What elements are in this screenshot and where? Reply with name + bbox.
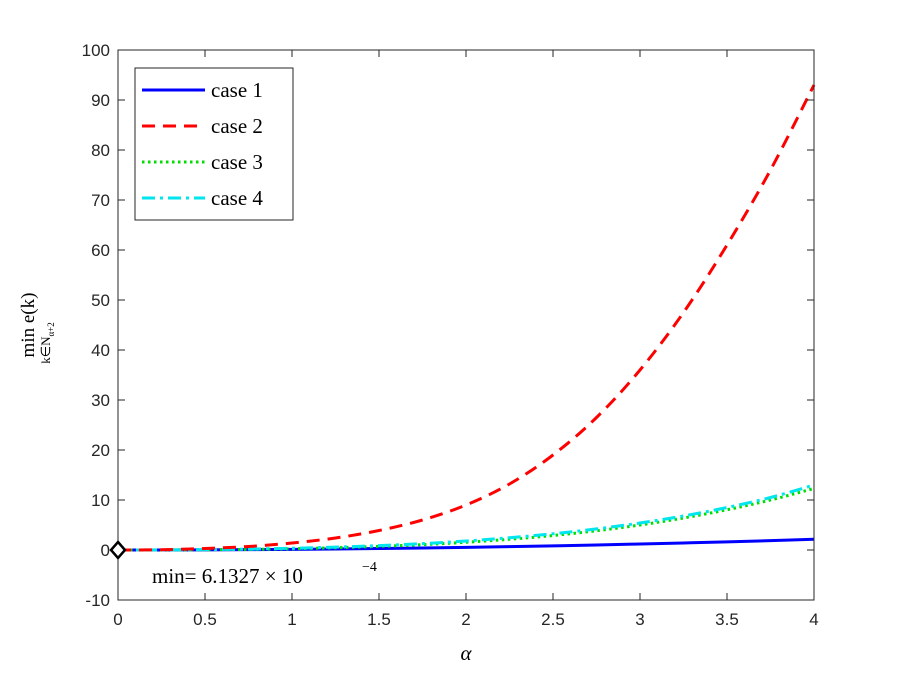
x-tick-label: 0.5: [193, 610, 217, 629]
y-tick-label: 90: [91, 91, 110, 110]
min-diamond-marker: [109, 540, 127, 560]
plot-area: [117, 84, 816, 552]
series-line-case-1: [117, 537, 815, 552]
legend: case 1 case 2 case 3 case 4: [134, 67, 294, 221]
min-annotation-exponent: −4: [362, 560, 377, 575]
x-tick-label: 3: [635, 610, 644, 629]
legend-label-case-4: case 4: [211, 186, 263, 210]
y-tick-label: 60: [91, 241, 110, 260]
legend-box: [134, 67, 294, 221]
legend-label-case-1: case 1: [211, 78, 263, 102]
x-tick-label: 2: [461, 610, 470, 629]
y-axis-label-subscript-main: k∈N: [38, 336, 53, 364]
y-axis-label-group: min e(k) k∈Nα+2: [18, 293, 56, 364]
axis-labels: α min e(k) k∈Nα+2: [18, 293, 472, 665]
y-tick-label: 0: [101, 541, 110, 560]
x-tick-label: 1.5: [367, 610, 391, 629]
x-tick-label: 0: [113, 610, 122, 629]
y-tick-label: -10: [85, 591, 110, 610]
x-axis-label: α: [460, 641, 472, 665]
ticks: 0 0.5 1 1.5 2 2.5 3 3.5 4-1001020304050607080901…: [82, 41, 819, 629]
annotations: min= 6.1327 × 10 −4: [109, 540, 377, 588]
x-tick-label: 1: [287, 610, 296, 629]
y-tick-label: 50: [91, 291, 110, 310]
legend-label-case-3: case 3: [211, 150, 263, 174]
y-tick-label: 70: [91, 191, 110, 210]
y-tick-label: 30: [91, 391, 110, 410]
x-tick-label: 4: [809, 610, 818, 629]
y-axis-label: min e(k): [18, 293, 39, 358]
y-tick-label: 100: [82, 41, 110, 60]
min-annotation-text: min= 6.1327 × 10: [152, 564, 303, 588]
y-axis-label-subscript-index: α+2: [46, 322, 56, 336]
y-tick-label: 40: [91, 341, 110, 360]
legend-label-case-2: case 2: [211, 114, 263, 138]
y-tick-label: 10: [91, 491, 110, 510]
x-tick-label: 3.5: [715, 610, 739, 629]
y-axis-label-subscript: k∈Nα+2: [38, 322, 56, 364]
series-line-case-4: [117, 483, 815, 552]
y-tick-label: 80: [91, 141, 110, 160]
y-tick-label: 20: [91, 441, 110, 460]
x-tick-label: 2.5: [541, 610, 565, 629]
series-line-case-2: [117, 84, 816, 552]
